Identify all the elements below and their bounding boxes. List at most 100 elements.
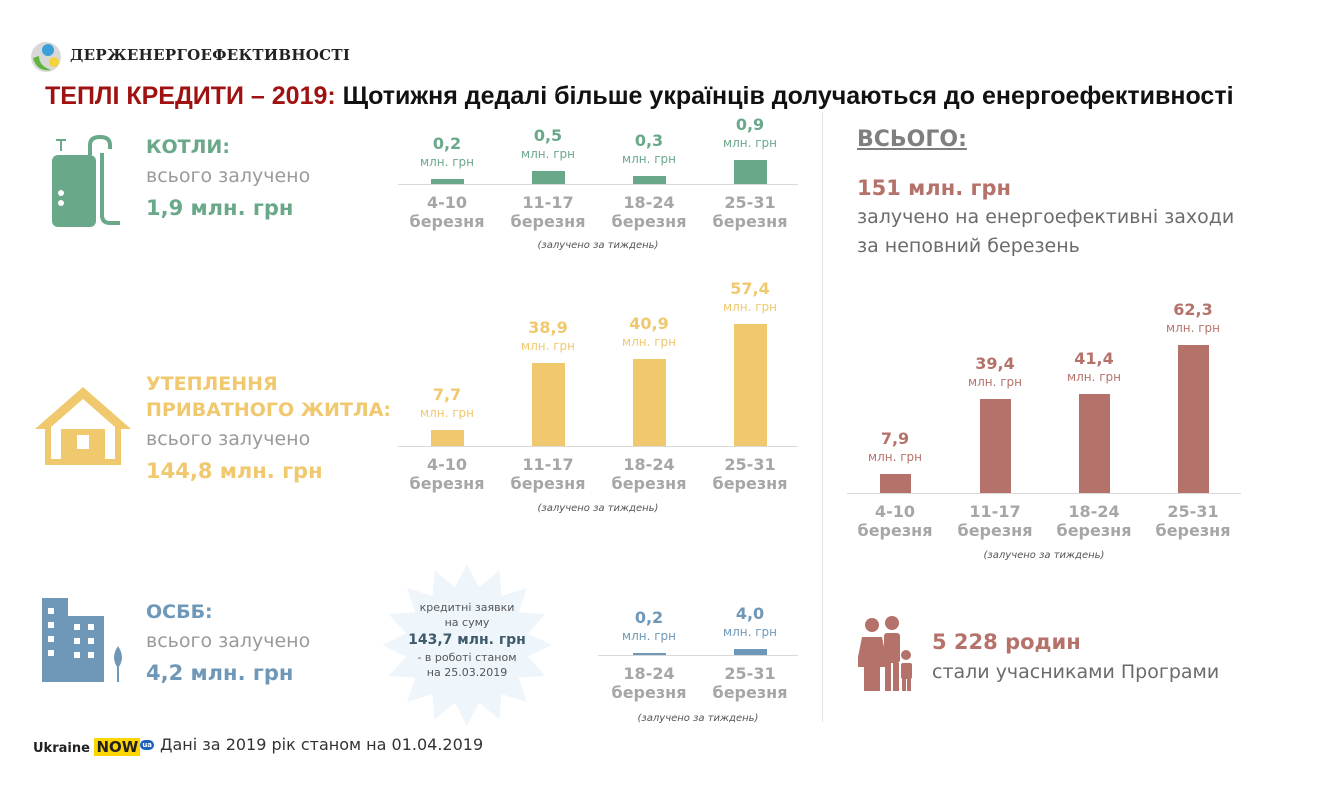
osbb-x-label: березня [611,683,687,702]
insulation-x-label: березня [510,474,586,493]
total-x-label: березня [957,521,1033,540]
boilers-unit-label: млн. грн [521,146,575,161]
total-unit-label: млн. грн [1067,370,1121,385]
total-value-label: 39,4 [975,354,1015,374]
insulation-x-label: 11-17 [522,455,574,474]
families-text: стали учасниками Програми [932,661,1220,683]
insulation-value-label: 7,7 [432,384,462,404]
total-value-label: 7,9 [880,429,910,449]
osbb-bar [733,648,767,655]
osbb-unit-label: млн. грн [723,624,777,639]
boilers-bar [430,178,464,184]
insulation-heading-1: УТЕПЛЕННЯ [146,373,278,395]
osbb-x-label: березня [712,683,788,702]
boilers-unit-label: млн. грн [420,154,474,169]
insulation-bar [632,358,666,446]
boilers-x-label: березня [712,212,788,231]
insulation-total: 144,8 млн. грн [146,459,323,483]
osbb-x-label: 18-24 [623,664,675,683]
boilers-x-label: 25-31 [724,193,776,212]
total-value-label: 62,3 [1173,299,1213,319]
boilers-x-label: березня [409,212,485,231]
burst-line4: на 25.03.2019 [426,666,508,679]
brand-text: Ukraine [33,741,90,756]
ukraine-now-logo: Ukraine NOW ua [33,738,155,756]
boilers-value-label: 0,2 [432,133,462,153]
total-amount: 151 млн. грн [857,176,1012,200]
families-count: 5 228 родин [932,630,1081,654]
boilers-value-label: 0,9 [735,114,765,134]
family-icon [858,616,912,691]
total-unit-label: млн. грн [968,375,1022,390]
osbb-bar [632,653,666,655]
insulation-bar [430,429,464,446]
insulation-x-label: 25-31 [724,455,776,474]
osbb-total: 4,2 млн. грн [146,661,294,685]
osbb-baseline [598,655,798,656]
boilers-bar [531,170,565,184]
insulation-bar [531,363,565,446]
boilers-x-label: 18-24 [623,193,675,212]
agency-name: ДЕРЖЕНЕРГОЕФЕКТИВНОСТІ [70,46,351,64]
footer-note: Дані за 2019 рік станом на 01.04.2019 [160,735,484,754]
agency-logo-icon [31,42,61,72]
osbb-value-label: 4,0 [735,603,765,623]
title-text: Щотижня дедалі більше українців долучают… [342,82,1234,110]
total-line1: залучено на енергоефективні заходи [857,206,1235,228]
boilers-bar [733,159,767,184]
boilers-sub: всього залучено [146,165,311,187]
burst-badge: кредитні заявки на суму 143,7 млн. грн -… [392,600,542,680]
burst-line1: кредитні заявки [419,601,515,614]
osbb-heading: ОСББ: [146,601,213,623]
burst-badge-shape [382,564,552,726]
boilers-x-label: 11-17 [522,193,574,212]
insulation-sub: всього залучено [146,428,311,450]
insulation-x-label: 4-10 [426,455,468,474]
boilers-value-label: 0,3 [634,130,664,150]
insulation-value-label: 38,9 [528,318,568,338]
total-x-label: 4-10 [874,502,916,521]
page-title: ТЕПЛІ КРЕДИТИ – 2019: Щотижня дедалі біл… [45,82,1234,111]
boilers-x-label: березня [510,212,586,231]
total-unit-label: млн. грн [868,450,922,465]
boilers-bar [632,175,666,184]
burst-amount: 143,7 млн. грн [408,632,526,648]
boilers-x-label: 4-10 [426,193,468,212]
boilers-unit-label: млн. грн [723,135,777,150]
insulation-bar [733,323,767,446]
insulation-baseline [398,446,798,447]
brand-now: NOW [94,738,141,756]
osbb-sub: всього залучено [146,630,311,652]
total-line2: за неповний березень [857,235,1080,257]
total-x-label: 25-31 [1167,502,1219,521]
osbb-value-label: 0,2 [634,608,664,627]
insulation-value-label: 57,4 [730,278,770,298]
total-x-label: 18-24 [1068,502,1120,521]
total-unit-label: млн. грн [1166,320,1220,335]
title-highlight: ТЕПЛІ КРЕДИТИ – 2019: [45,82,336,110]
boilers-unit-label: млн. грн [622,151,676,166]
total-heading: ВСЬОГО: [857,127,967,152]
total-note: (залучено за тиждень) [983,550,1105,561]
insulation-unit-label: млн. грн [622,334,676,349]
insulation-x-label: березня [712,474,788,493]
total-bar [979,399,1011,493]
divider [822,112,823,722]
total-bar [1078,394,1110,493]
osbb-unit-label: млн. грн [622,629,676,643]
insulation-unit-label: млн. грн [420,405,474,420]
total-baseline [847,493,1241,494]
total-x-label: березня [1155,521,1231,540]
total-x-label: березня [857,521,933,540]
insulation-note: (залучено за тиждень) [537,503,659,514]
boilers-baseline [398,184,798,185]
total-bar [1177,344,1209,493]
insulation-heading-2: ПРИВАТНОГО ЖИТЛА: [146,399,392,421]
house-icon [35,387,131,465]
insulation-x-label: 18-24 [623,455,675,474]
building-icon [42,598,122,682]
total-x-label: березня [1056,521,1132,540]
total-value-label: 41,4 [1074,349,1114,369]
total-x-label: 11-17 [969,502,1021,521]
brand-ua: ua [140,739,155,750]
